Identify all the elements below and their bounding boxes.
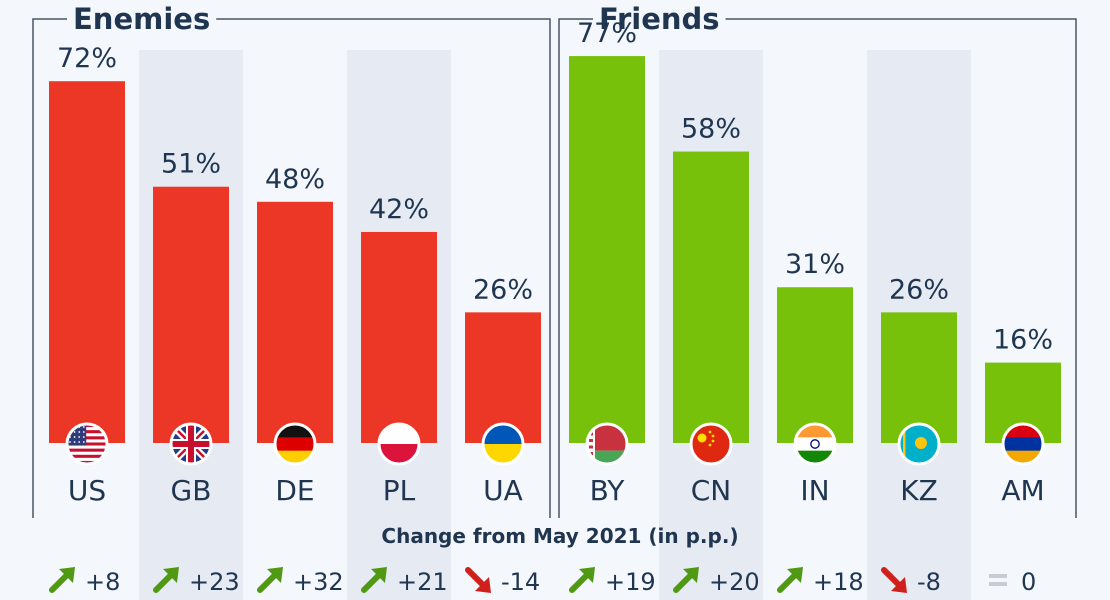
value-label-am: 16% [993,325,1053,356]
gb-flag-icon [169,422,213,466]
bar-in [777,287,853,443]
panel-frame-left [32,18,67,518]
panel-frames: Enemies Friends [32,2,1077,518]
bar-ua [465,312,541,443]
flags [65,422,1045,466]
by-flag-icon [585,422,629,466]
bar-by [569,56,645,443]
in-flag-icon [793,422,837,466]
trend-up-icon [673,567,699,593]
bar-pl [361,231,437,443]
value-label-cn: 58% [681,114,741,145]
change-value-de: +32 [293,568,344,596]
change-value-by: +19 [605,568,656,596]
value-label-by: 77% [577,18,637,49]
value-label-pl: 42% [369,194,429,225]
country-label-us: US [68,474,106,507]
bar-cn [673,151,749,444]
ua-flag-icon [481,422,525,466]
change-value-gb: +23 [189,568,240,596]
trend-down-icon [881,567,907,593]
change-value-in: +18 [813,568,864,596]
country-label-cn: CN [691,474,732,507]
trend-down-icon [465,567,491,593]
country-label-gb: GB [171,474,212,507]
value-label-us: 72% [57,43,117,74]
change-value-us: +8 [85,568,120,596]
trend-up-icon [361,567,387,593]
country-label-am: AM [1001,474,1044,507]
trend-up-icon [777,567,803,593]
value-label-de: 48% [265,164,325,195]
bar-kz [881,312,957,443]
panel-title-friends: Friends [599,2,720,36]
panel-frame-right [216,18,551,518]
bars [49,56,1061,444]
change-title: Change from May 2021 (in p.p.) [381,524,738,548]
trend-up-icon [153,567,179,593]
value-label-ua: 26% [473,274,533,305]
trend-up-icon [49,567,75,593]
panel-title-enemies: Enemies [73,2,210,36]
pl-flag-icon [377,422,421,466]
change-value-kz: -8 [917,568,941,596]
labels: 72% US 51% GB 48% DE 42% PL 26% UA 77% BY 58% CN 31% IN… [57,18,1053,507]
change-value-am: 0 [1021,568,1036,596]
country-label-in: IN [800,474,829,507]
us-flag-icon [65,422,109,466]
change-value-ua: -14 [501,568,540,596]
bar-us [49,81,125,443]
trend-up-icon [569,567,595,593]
value-label-kz: 26% [889,274,949,305]
bar-gb [153,186,229,443]
cn-flag-icon [689,422,733,466]
value-label-in: 31% [785,249,845,280]
value-label-gb: 51% [161,149,221,180]
changes: +8 +23 +32 +21 -14 +19 +20 +18 -8 0 [49,567,1036,596]
country-label-ua: UA [483,474,523,507]
change-value-pl: +21 [397,568,448,596]
kz-flag-icon [897,422,941,466]
country-label-by: BY [590,474,626,507]
bar-de [257,201,333,443]
panel-frame-left [558,18,593,518]
panel-frame-right [725,18,1077,518]
trend-up-icon [257,567,283,593]
country-label-de: DE [275,474,314,507]
country-label-pl: PL [383,474,416,507]
country-label-kz: KZ [900,474,938,507]
de-flag-icon [273,422,317,466]
trend-flat-icon [989,574,1007,586]
am-flag-icon [1001,422,1045,466]
change-value-cn: +20 [709,568,760,596]
